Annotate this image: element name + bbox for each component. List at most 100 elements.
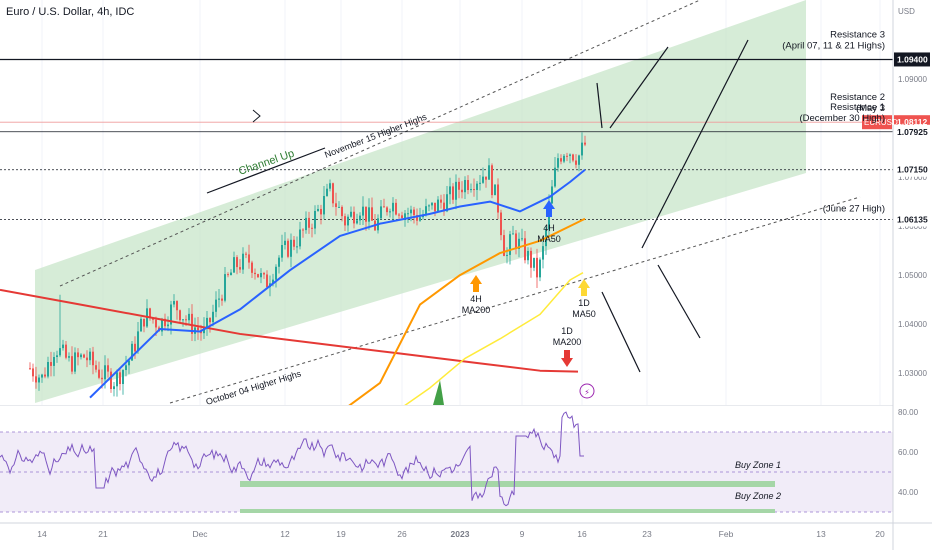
candle-body (239, 267, 241, 270)
candle-body (62, 344, 64, 349)
candle-body (260, 273, 262, 278)
candle-body (449, 186, 451, 195)
candle-body (566, 155, 568, 157)
ma50-4h-label: 4H (543, 223, 555, 233)
candle-body (455, 181, 457, 200)
candle-body (350, 211, 352, 217)
price-tick: 1.05000 (898, 271, 927, 280)
ma50-1d-arrow (578, 279, 590, 296)
candle-body (467, 180, 469, 191)
candle-body (311, 227, 313, 229)
channel-up-band (35, 0, 806, 403)
candle-body (530, 250, 532, 268)
candle-body (131, 343, 133, 361)
buy-zone-2-label: Buy Zone 2 (735, 491, 781, 501)
price-tick: 1.03000 (898, 369, 927, 378)
candle-body (185, 319, 187, 321)
candle-body (554, 167, 556, 187)
candle-body (497, 184, 499, 213)
candle-body (578, 155, 580, 165)
candle-body (371, 207, 373, 221)
candle-body (83, 354, 85, 358)
candle-body (341, 206, 343, 217)
candle-body (161, 318, 163, 332)
candle-body (542, 246, 544, 260)
candle-body (143, 318, 145, 327)
candle-body (329, 183, 331, 189)
candle-body (500, 212, 502, 236)
candle-body (212, 311, 214, 323)
candle-body (527, 250, 529, 261)
candle-body (482, 176, 484, 183)
candle-body (167, 324, 169, 327)
arrow-mark (252, 109, 261, 123)
candle-body (188, 313, 190, 321)
candle-body (407, 213, 409, 215)
badge-r3-bg (894, 52, 930, 67)
time-tick: 26 (397, 529, 407, 539)
candle-body (254, 272, 256, 275)
candle-body (509, 234, 511, 255)
candle-body (521, 238, 523, 240)
candle-body (428, 205, 430, 207)
candle-body (488, 165, 490, 180)
price-tick: 1.06000 (898, 222, 927, 231)
candle-body (113, 386, 115, 390)
candle-body (395, 202, 397, 215)
candle-body (452, 186, 454, 200)
candle-body (65, 344, 67, 358)
candle-body (74, 352, 76, 372)
candle-body (293, 239, 295, 247)
candle-body (365, 206, 367, 222)
candle-body (461, 189, 463, 193)
candle-body (128, 360, 130, 366)
candle-body (434, 202, 436, 212)
buy-zone-1-label: Buy Zone 1 (735, 460, 781, 470)
candle-body (539, 259, 541, 278)
candle-body (173, 301, 175, 305)
candle-body (332, 183, 334, 204)
candle-body (272, 279, 274, 284)
candle-body (221, 298, 223, 301)
candle-body (464, 180, 466, 193)
candle-body (41, 374, 43, 378)
candle-body (125, 365, 127, 371)
candle-body (35, 376, 37, 383)
ma200-1d-arrow (561, 350, 573, 367)
candle-body (236, 257, 238, 268)
candle-body (140, 318, 142, 332)
candle-body (335, 203, 337, 207)
candle-body (290, 239, 292, 257)
candle-body (296, 246, 298, 248)
candle-body (413, 209, 415, 216)
badge-current: 1.08112 (897, 117, 928, 127)
candle-body (230, 272, 232, 276)
badge-r3: 1.09400 (897, 54, 928, 64)
candle-body (164, 318, 166, 327)
candle-body (275, 266, 277, 280)
candle-body (302, 229, 304, 231)
candle-body (197, 327, 199, 331)
candle-body (182, 319, 184, 321)
projection-line (601, 291, 641, 373)
candle-body (95, 365, 97, 370)
candle-body (476, 183, 478, 190)
candle-body (338, 206, 340, 208)
time-tick: 14 (37, 529, 47, 539)
candle-body (77, 352, 79, 358)
candle-body (305, 217, 307, 231)
candle-body (560, 158, 562, 162)
candle-body (287, 240, 289, 257)
candle-body (320, 208, 322, 215)
candle-body (536, 257, 538, 278)
candle-body (419, 217, 421, 221)
candle-body (410, 209, 412, 214)
candle-body (242, 253, 244, 270)
time-tick: 23 (642, 529, 652, 539)
projection-line (641, 39, 749, 249)
candle-body (224, 274, 226, 301)
candle-body (98, 369, 100, 378)
candle-body (446, 194, 448, 212)
